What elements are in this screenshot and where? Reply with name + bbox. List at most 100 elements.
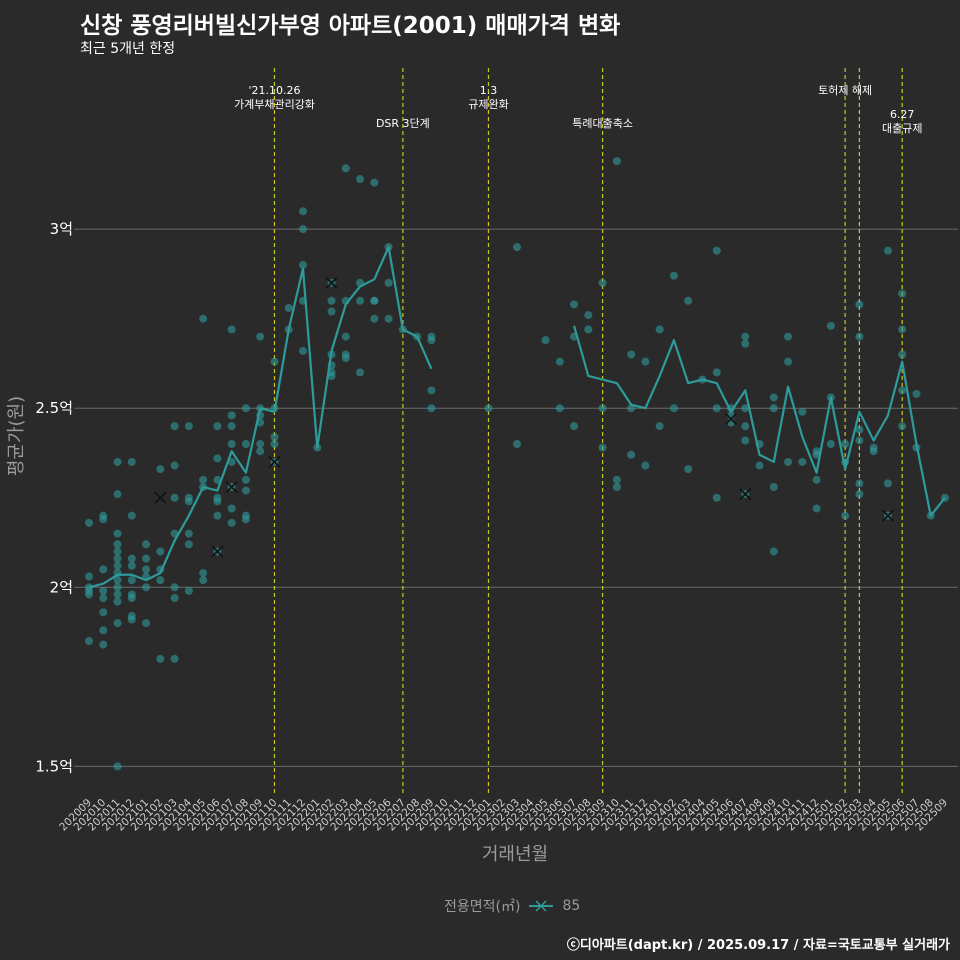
transaction-point	[812, 504, 821, 513]
transaction-point	[341, 354, 350, 363]
transaction-point	[584, 311, 593, 320]
transaction-point	[712, 404, 721, 413]
transaction-point	[627, 450, 636, 459]
transaction-point	[227, 422, 236, 431]
transaction-point	[299, 346, 307, 355]
transaction-point	[184, 586, 193, 595]
transaction-point	[156, 465, 165, 474]
transaction-point	[612, 157, 621, 166]
transaction-point	[669, 404, 678, 413]
transaction-point	[741, 436, 750, 445]
transaction-point	[769, 483, 778, 492]
transaction-point	[99, 594, 108, 603]
transaction-point	[170, 654, 179, 663]
transaction-point	[841, 511, 850, 520]
transaction-point	[299, 260, 307, 269]
transaction-point	[227, 518, 236, 527]
transaction-point	[427, 386, 436, 395]
transaction-point	[170, 461, 179, 470]
x-axis-title: 거래년월	[482, 844, 548, 865]
transaction-point	[99, 565, 108, 574]
transaction-point	[127, 576, 136, 585]
transaction-point	[199, 576, 208, 585]
transaction-point	[113, 762, 122, 771]
y-tick-label: 2.5억	[35, 399, 73, 417]
transaction-point	[270, 432, 279, 441]
transaction-point	[156, 547, 165, 556]
transaction-point	[427, 404, 436, 413]
legend: 전용면적(㎡) 85	[444, 896, 580, 916]
chart-subtitle: 최근 5개년 한정	[80, 41, 176, 57]
x-marker-stroke	[724, 412, 738, 426]
transaction-point	[356, 175, 365, 184]
transaction-point	[598, 404, 607, 413]
transaction-point	[227, 440, 236, 449]
transaction-point	[113, 576, 122, 585]
transaction-point	[170, 594, 179, 603]
transaction-point	[684, 465, 693, 474]
transaction-point	[513, 440, 521, 449]
transaction-point	[855, 425, 864, 434]
transaction-point	[712, 368, 721, 377]
transaction-point	[484, 404, 493, 413]
transaction-point	[284, 303, 293, 312]
transaction-point	[755, 461, 764, 470]
legend-title: 전용면적(㎡)	[444, 899, 521, 915]
transaction-point	[113, 547, 122, 556]
transaction-point	[270, 440, 279, 449]
average-price-line	[88, 245, 946, 589]
transaction-point	[127, 554, 136, 563]
transaction-point	[798, 457, 807, 466]
transaction-point	[85, 637, 93, 646]
event-label: 가계부채관리강화	[234, 98, 315, 111]
transaction-point	[655, 422, 664, 431]
transaction-point	[256, 447, 265, 456]
transaction-point	[199, 568, 208, 577]
x-marker-stroke	[881, 509, 894, 522]
transaction-point	[898, 350, 907, 359]
x-tick-labels: 2020092020102020112020122021012021022021…	[57, 796, 950, 833]
transaction-point	[356, 296, 365, 305]
transaction-point	[227, 325, 236, 334]
x-marker-stroke	[225, 480, 238, 494]
transaction-point	[241, 486, 250, 495]
transaction-point	[598, 443, 607, 452]
transaction-point	[741, 339, 750, 348]
transaction-point	[241, 515, 250, 524]
transaction-point	[669, 271, 678, 280]
transaction-point	[170, 493, 179, 502]
event-label: 대출규제	[882, 122, 922, 135]
x-marker-stroke	[325, 276, 338, 289]
transaction-point	[270, 357, 279, 366]
average-line-segment	[88, 245, 433, 589]
transaction-point	[855, 436, 864, 445]
transaction-point	[798, 407, 807, 416]
transaction-point	[127, 511, 136, 520]
transaction-point	[299, 225, 307, 234]
x-marker	[154, 491, 167, 504]
transaction-point	[912, 389, 921, 398]
transaction-point	[113, 619, 122, 628]
transaction-point	[769, 547, 778, 556]
transaction-point	[555, 404, 564, 413]
transaction-point	[370, 296, 379, 305]
x-marker-stroke	[739, 488, 752, 501]
transaction-point	[855, 332, 864, 341]
transaction-point	[641, 357, 650, 366]
transaction-point	[170, 422, 179, 431]
transaction-point	[113, 540, 122, 549]
transaction-point	[256, 440, 265, 449]
transaction-point	[570, 300, 579, 309]
x-marker	[724, 412, 738, 426]
transaction-point	[241, 475, 250, 484]
transaction-point	[127, 457, 136, 466]
transaction-point	[883, 479, 892, 488]
event-label: '21.10.26	[248, 84, 300, 97]
transaction-point	[812, 475, 821, 484]
transaction-point	[213, 497, 222, 506]
transaction-point	[213, 454, 222, 463]
transaction-point	[898, 289, 907, 298]
event-label: 규제완화	[468, 98, 508, 111]
